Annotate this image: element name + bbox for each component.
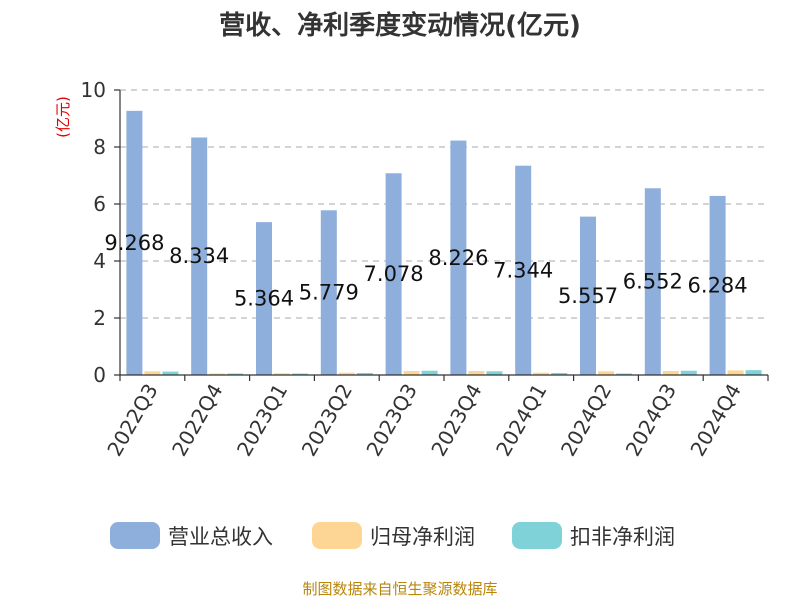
data-label: 6.284: [688, 273, 748, 297]
source-note: 制图数据来自恒生聚源数据库: [302, 580, 497, 598]
y-tick-label: 0: [93, 363, 106, 387]
bar-扣非净利润: [680, 370, 697, 375]
bar-营业总收入: [256, 222, 272, 375]
data-label: 8.334: [169, 244, 229, 268]
bar-归母净利润: [338, 372, 355, 375]
y-tick-label: 8: [93, 135, 106, 159]
bar-营业总收入: [709, 195, 726, 375]
data-label: 9.268: [104, 231, 164, 255]
bar-营业总收入: [191, 137, 208, 375]
bar-扣非净利润: [616, 373, 632, 375]
bar-归母净利润: [468, 371, 485, 375]
x-tick-label: 2024Q2: [556, 380, 616, 461]
legend-label: 归母净利润: [370, 525, 475, 549]
bar-归母净利润: [598, 371, 614, 375]
bars: [126, 110, 762, 375]
y-tick-label: 4: [93, 249, 106, 273]
data-label: 7.078: [364, 262, 424, 286]
bar-归母净利润: [144, 371, 161, 375]
bar-扣非净利润: [227, 373, 244, 375]
bar-营业总收入: [385, 173, 402, 375]
y-tick-label: 2: [93, 306, 106, 330]
y-axis-label: (亿元): [54, 96, 72, 138]
bar-扣非净利润: [551, 373, 568, 375]
x-tick-label: 2024Q4: [685, 380, 745, 461]
bar-营业总收入: [450, 140, 467, 375]
bar-归母净利润: [662, 371, 679, 375]
bar-营业总收入: [644, 188, 661, 375]
legend-swatch: [312, 522, 362, 549]
x-tick-label: 2023Q4: [426, 380, 486, 461]
bar-归母净利润: [274, 373, 290, 375]
bar-营业总收入: [580, 216, 596, 375]
bar-扣非净利润: [162, 371, 179, 375]
chart-title: 营收、净利季度变动情况(亿元): [219, 10, 581, 41]
y-tick-label: 10: [81, 78, 106, 102]
y-tick-label: 6: [93, 192, 106, 216]
bar-营业总收入: [515, 165, 532, 375]
x-tick-label: 2022Q3: [102, 380, 162, 461]
bar-营业总收入: [126, 110, 143, 375]
x-tick-label: 2023Q1: [232, 380, 292, 461]
bar-扣非净利润: [486, 371, 503, 375]
data-label: 6.552: [623, 270, 683, 294]
bar-扣非净利润: [745, 370, 762, 375]
data-label: 5.364: [234, 287, 294, 311]
legend-swatch: [512, 522, 562, 549]
legend-swatch: [110, 522, 160, 549]
legend-label: 扣非净利润: [570, 525, 675, 549]
bar-归母净利润: [403, 371, 420, 375]
bar-营业总收入: [320, 210, 337, 375]
data-label: 7.344: [493, 258, 553, 282]
bar-扣非净利润: [292, 373, 308, 375]
data-label: 5.779: [299, 281, 359, 305]
x-tick-label: 2024Q3: [621, 380, 681, 461]
x-tick-label: 2023Q3: [361, 380, 421, 461]
legend: 营业总收入 归母净利润 扣非净利润: [110, 522, 675, 549]
bar-归母净利润: [727, 370, 744, 375]
x-tick-label: 2024Q1: [491, 380, 551, 461]
data-label: 5.557: [558, 284, 618, 308]
x-tick-label: 2023Q2: [297, 380, 357, 461]
bar-归母净利润: [533, 372, 550, 375]
bar-扣非净利润: [421, 370, 438, 375]
bar-归母净利润: [209, 373, 226, 375]
legend-label: 营业总收入: [168, 525, 273, 549]
bar-扣非净利润: [356, 373, 373, 375]
x-tick-label: 2022Q4: [167, 380, 227, 461]
data-label: 8.226: [428, 246, 488, 270]
